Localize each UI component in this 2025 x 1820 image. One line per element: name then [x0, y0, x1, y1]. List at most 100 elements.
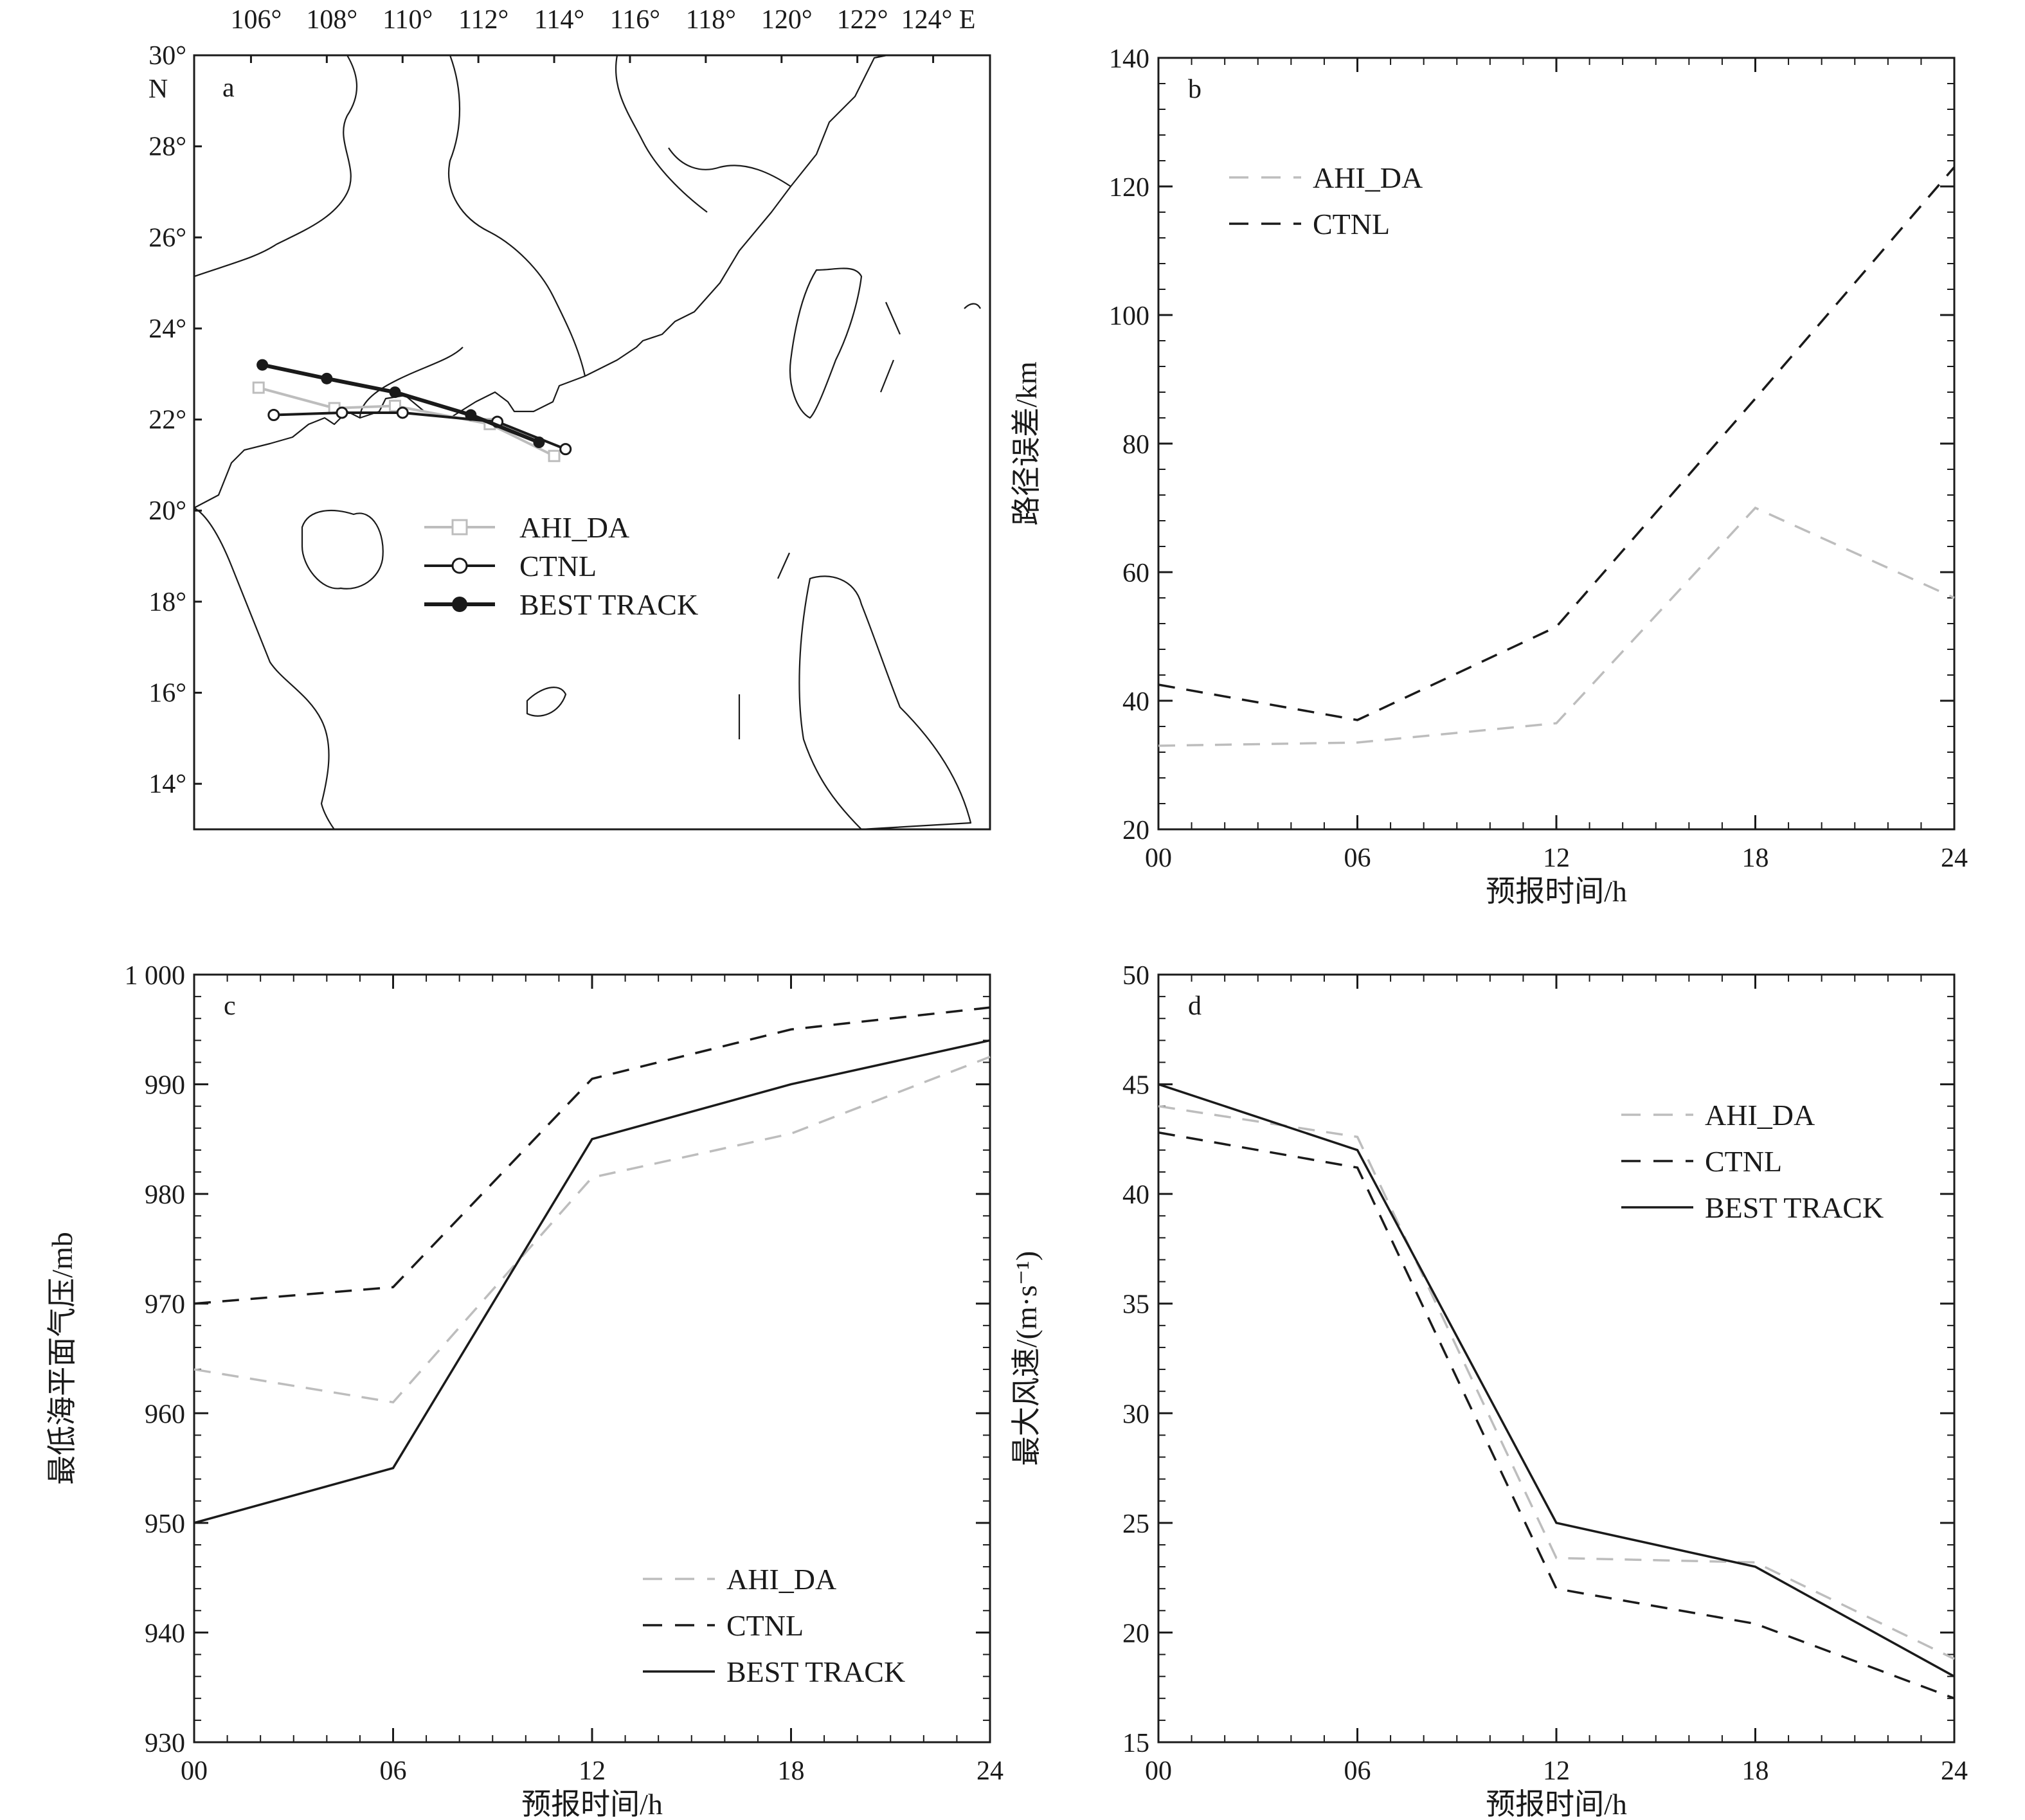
map-legend-label: AHI_DA: [519, 511, 629, 544]
coastline-7: [194, 55, 357, 278]
map-lat-label: 20°: [148, 496, 186, 526]
map-legend-marker: [451, 557, 468, 574]
x-tick-label: 24: [1941, 1756, 1968, 1786]
coastline-12: [879, 302, 901, 393]
map-track-marker: [559, 443, 572, 456]
coastline-11: [359, 347, 464, 419]
y-tick-label: 45: [1122, 1071, 1149, 1101]
x-tick-label: 06: [380, 1756, 407, 1786]
x-axis-title: 预报时间/h: [1486, 875, 1627, 908]
legend-label: AHI_DA: [1705, 1099, 1815, 1131]
legend-label: AHI_DA: [726, 1563, 836, 1596]
legend-label: CTNL: [1705, 1145, 1782, 1178]
line-panel-d: 00 06 12 18 24 15 20 25 30 35 40 45 50 预报时间/h 最大风速/(m·…: [1010, 961, 1968, 1820]
map-track-line-1: [273, 411, 566, 451]
y-tick-label: 980: [145, 1180, 185, 1210]
map-frame: [193, 54, 991, 831]
legend-label: BEST TRACK: [726, 1655, 905, 1688]
map-lon-label: 124° E: [901, 5, 976, 35]
series-line-0: [1158, 506, 1955, 747]
coastline-0: [194, 54, 888, 509]
x-tick-label: 00: [1145, 843, 1172, 873]
map-track-line-0: [258, 386, 555, 458]
y-tick-label: 40: [1122, 1180, 1149, 1210]
legend-label: AHI_DA: [1313, 161, 1423, 194]
map-legend-label: CTNL: [519, 550, 597, 582]
panel-label-d: d: [1188, 991, 1202, 1021]
x-tick-label: 24: [977, 1756, 1004, 1786]
y-tick-label: 20: [1122, 816, 1149, 845]
series-line-2: [194, 1039, 991, 1524]
map-track-marker: [252, 381, 265, 394]
x-tick-label: 12: [579, 1756, 606, 1786]
x-tick-label: 18: [778, 1756, 805, 1786]
y-axis-title: 最大风速/(m·s⁻¹): [1010, 1251, 1043, 1466]
map-track-marker: [533, 437, 545, 448]
map-lon-label: 116°: [610, 5, 660, 35]
series-line-1: [1158, 166, 1956, 721]
coastline-4: [789, 267, 863, 419]
y-tick-label: 50: [1122, 961, 1149, 991]
y-axis-title: 路径误差/km: [1010, 361, 1043, 526]
coastline-5: [798, 575, 972, 831]
y-tick-label: 20: [1122, 1619, 1149, 1648]
plot-frame: [1157, 57, 1956, 831]
map-lat-label: 18°: [148, 588, 186, 617]
map-lat-label: 26°: [148, 223, 186, 253]
coastline-2: [301, 509, 384, 590]
y-tick-label: 960: [145, 1400, 185, 1429]
map-track-marker: [256, 359, 269, 371]
plot-frame: [193, 973, 991, 1743]
x-tick-label: 00: [181, 1756, 208, 1786]
map-lat-label: 28°: [148, 132, 186, 162]
y-tick-label: 100: [1109, 302, 1149, 331]
map-lon-label: 112°: [458, 5, 509, 35]
x-tick-label: 06: [1344, 843, 1371, 873]
y-tick-label: 140: [1109, 44, 1149, 74]
panel-label-c: c: [224, 991, 236, 1021]
map-lon-label: 108°: [306, 5, 357, 35]
map-lat-label: 22°: [148, 406, 186, 435]
plot-frame: [1157, 973, 1956, 1743]
map-track-marker: [336, 406, 348, 419]
y-tick-label: 940: [145, 1619, 185, 1648]
y-tick-label: 970: [145, 1290, 185, 1320]
y-tick-label: 40: [1122, 687, 1149, 717]
x-tick-label: 12: [1543, 1756, 1570, 1786]
line-panel-b: 00 06 12 18 24 20 40 60 80 100 120 140 预报时间/h 路径误差/km…: [1010, 44, 1968, 908]
panel-label-b: b: [1188, 75, 1202, 104]
map-track-marker: [388, 399, 401, 412]
coastline-15: [964, 303, 981, 309]
coastline-9: [615, 55, 708, 213]
y-tick-label: 35: [1122, 1290, 1149, 1320]
map-lon-label: 114°: [534, 5, 584, 35]
map-track-marker: [548, 449, 561, 462]
map-track-marker: [267, 409, 280, 422]
x-tick-label: 00: [1145, 1756, 1172, 1786]
x-axis-title: 预报时间/h: [521, 1788, 663, 1820]
y-tick-label: 60: [1122, 559, 1149, 588]
series-line-0: [1158, 1104, 1955, 1660]
map-lon-label: 120°: [761, 5, 813, 35]
map-track-marker: [389, 386, 401, 399]
map-lat-unit: N: [148, 75, 168, 104]
coastline-13: [777, 552, 791, 579]
map-legend-label: BEST TRACK: [519, 588, 698, 621]
y-tick-label: 30: [1122, 1400, 1149, 1429]
map-lat-label: 30°: [148, 41, 186, 71]
y-tick-label: 15: [1122, 1729, 1149, 1758]
x-tick-label: 06: [1344, 1756, 1371, 1786]
coastline-8: [448, 55, 586, 377]
y-tick-label: 25: [1122, 1509, 1149, 1539]
y-tick-label: 1 000: [125, 961, 186, 991]
map-track-marker: [321, 372, 333, 384]
series-line-1: [194, 1006, 991, 1305]
x-axis-title: 预报时间/h: [1486, 1788, 1627, 1820]
coastline-3: [194, 507, 335, 830]
y-tick-label: 80: [1122, 430, 1149, 460]
x-tick-label: 24: [1941, 843, 1968, 873]
coastline-10: [668, 147, 791, 187]
y-tick-label: 120: [1109, 173, 1149, 203]
map-track-marker: [396, 406, 409, 419]
legend-label: CTNL: [1313, 208, 1390, 240]
